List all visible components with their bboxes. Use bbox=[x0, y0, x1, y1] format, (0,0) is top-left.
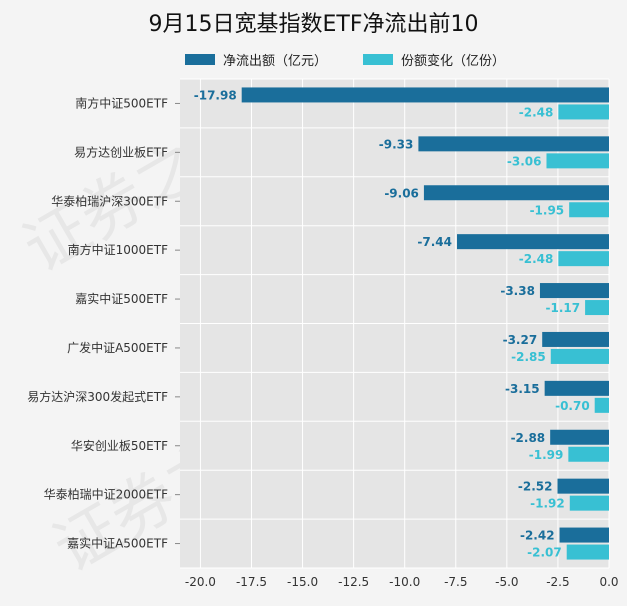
data-label-net-outflow: -9.33 bbox=[379, 137, 414, 151]
bar-net-outflow bbox=[457, 234, 609, 250]
bar-net-outflow bbox=[423, 185, 609, 201]
data-label-share-change: -0.70 bbox=[555, 399, 590, 413]
bar-net-outflow bbox=[544, 380, 609, 396]
x-tick-label: -10.0 bbox=[389, 575, 420, 589]
data-label-net-outflow: -17.98 bbox=[194, 88, 237, 102]
bar-share-change bbox=[569, 495, 609, 511]
bar-net-outflow bbox=[550, 429, 609, 445]
bar-share-change bbox=[585, 300, 609, 316]
category-label: 易方达创业板ETF bbox=[74, 144, 168, 159]
x-tick-label: -7.5 bbox=[444, 575, 467, 589]
x-tick-label: -15.0 bbox=[287, 575, 318, 589]
data-label-share-change: -2.48 bbox=[519, 105, 554, 119]
data-label-net-outflow: -3.38 bbox=[500, 284, 535, 298]
bar-net-outflow bbox=[542, 331, 609, 347]
data-label-share-change: -3.06 bbox=[507, 154, 542, 168]
x-tick-label: -2.5 bbox=[546, 575, 569, 589]
data-label-net-outflow: -2.52 bbox=[518, 480, 553, 494]
legend-item-share-change: 份额变化（亿份） bbox=[363, 50, 505, 69]
bar-share-change bbox=[594, 397, 609, 413]
legend: 净流出额（亿元） 份额变化（亿份） bbox=[0, 50, 627, 69]
legend-swatch-share-change bbox=[363, 54, 393, 65]
category-label: 南方中证500ETF bbox=[75, 95, 168, 110]
bar-share-change bbox=[568, 446, 609, 462]
data-label-net-outflow: -3.15 bbox=[505, 382, 540, 396]
category-label: 华安创业板50ETF bbox=[71, 438, 168, 453]
data-label-net-outflow: -3.27 bbox=[503, 333, 538, 347]
data-label-share-change: -2.48 bbox=[519, 252, 554, 266]
chart-title: 9月15日宽基指数ETF净流出前10 bbox=[148, 12, 479, 37]
bar-net-outflow bbox=[557, 478, 609, 494]
legend-item-net-outflow: 净流出额（亿元） bbox=[185, 50, 327, 69]
data-label-share-change: -1.99 bbox=[529, 448, 564, 462]
x-tick-label: 0.0 bbox=[599, 575, 618, 589]
bar-share-change bbox=[550, 348, 609, 364]
x-tick-label: -20.0 bbox=[185, 575, 216, 589]
category-label: 华泰柏瑞中证2000ETF bbox=[44, 487, 168, 502]
category-label: 嘉实中证500ETF bbox=[75, 291, 168, 306]
data-label-net-outflow: -2.42 bbox=[520, 529, 555, 543]
x-tick-label: -5.0 bbox=[495, 575, 518, 589]
data-label-net-outflow: -2.88 bbox=[511, 431, 546, 445]
bar-net-outflow bbox=[241, 87, 610, 103]
bar-net-outflow bbox=[559, 527, 609, 543]
category-label: 广发中证A500ETF bbox=[67, 340, 168, 355]
data-label-share-change: -1.17 bbox=[546, 301, 581, 315]
bar-share-change bbox=[546, 153, 609, 169]
legend-swatch-net-outflow bbox=[185, 54, 215, 65]
data-label-net-outflow: -7.44 bbox=[417, 235, 452, 249]
legend-label-share-change: 份额变化（亿份） bbox=[401, 54, 506, 69]
x-tick-label: -12.5 bbox=[338, 575, 369, 589]
data-label-net-outflow: -9.06 bbox=[384, 186, 419, 200]
bar-share-change bbox=[558, 251, 609, 267]
bar-share-change bbox=[569, 202, 609, 218]
bar-share-change bbox=[558, 104, 609, 120]
x-tick-label: -17.5 bbox=[236, 575, 267, 589]
data-label-share-change: -2.07 bbox=[527, 546, 562, 560]
category-label: 华泰柏瑞沪深300ETF bbox=[51, 193, 168, 208]
data-label-share-change: -1.95 bbox=[530, 203, 565, 217]
category-label: 南方中证1000ETF bbox=[68, 242, 168, 257]
legend-label-net-outflow: 净流出额（亿元） bbox=[223, 54, 328, 69]
bar-net-outflow bbox=[539, 283, 609, 299]
bar-share-change bbox=[566, 544, 609, 560]
data-label-share-change: -1.92 bbox=[530, 497, 565, 511]
bar-net-outflow bbox=[418, 136, 609, 152]
data-label-share-change: -2.85 bbox=[511, 350, 546, 364]
category-label: 易方达沪深300发起式ETF bbox=[27, 389, 168, 404]
category-label: 嘉实中证A500ETF bbox=[67, 536, 168, 551]
